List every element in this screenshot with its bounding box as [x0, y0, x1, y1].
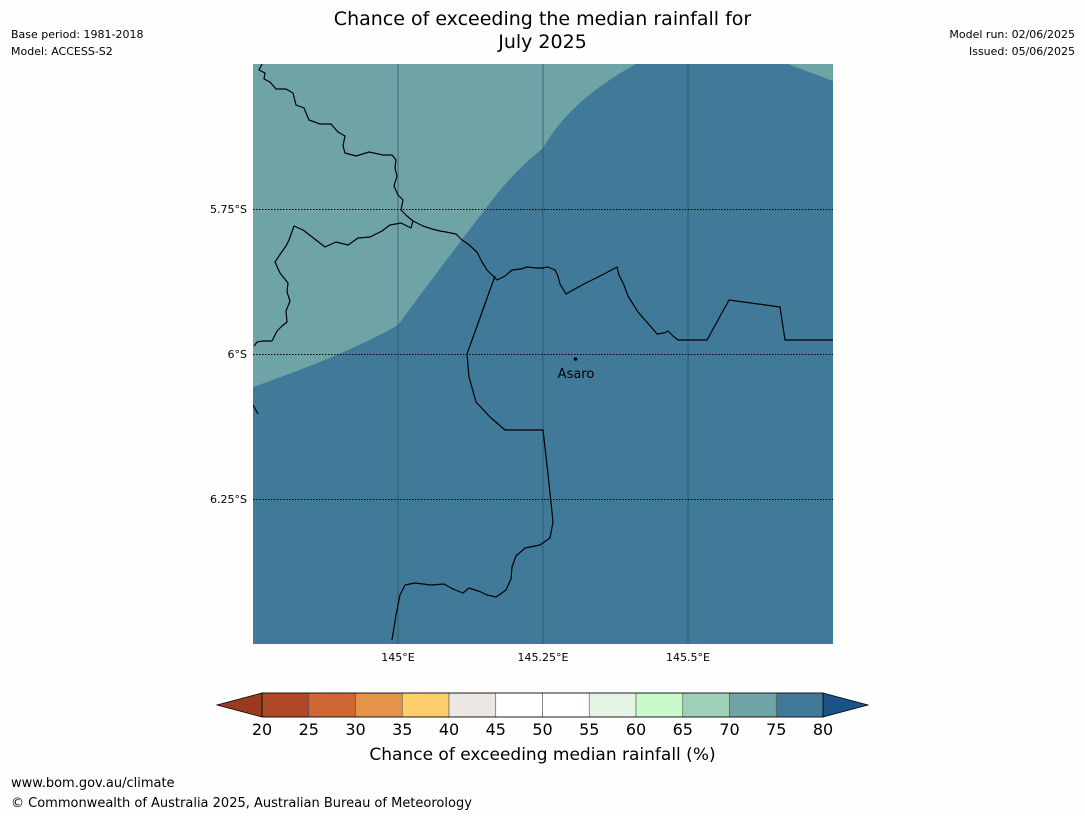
lat-label-5-75: 5.75°S [210, 203, 247, 216]
model-run-text: Model run: 02/06/2025 [949, 28, 1075, 41]
base-period-text: Base period: 1981-2018 [11, 28, 144, 41]
asaro-dot [573, 357, 578, 361]
asaro-label: Asaro [558, 367, 595, 382]
title-line-1: Chance of exceeding the median rainfall … [333, 8, 752, 30]
colorbar-tick-label: 45 [486, 720, 506, 739]
colorbar-tick-label: 80 [813, 720, 833, 739]
colorbar-tick-label: 70 [719, 720, 739, 739]
lon-label-145-5: 145.5°E [666, 651, 710, 664]
colorbar-outline [261, 692, 824, 718]
colorbar-tick-label: 65 [673, 720, 693, 739]
probability-band-70-75 [253, 64, 636, 387]
colorbar-tick-label: 35 [392, 720, 412, 739]
footer: www.bom.gov.au/climate © Commonwealth of… [11, 774, 472, 814]
colorbar-tick-label: 55 [579, 720, 599, 739]
colorbar-tick-label: 30 [345, 720, 365, 739]
colorbar-tick-label: 20 [252, 720, 272, 739]
colorbar-segment [729, 692, 777, 718]
colorbar-tick-label: 40 [439, 720, 459, 739]
probability-band-70-75-corner [788, 64, 833, 81]
lat-label-6-25: 6.25°S [210, 493, 247, 506]
place-marker: Asaro [558, 357, 595, 382]
latitude-labels: 5.75°S 6°S 6.25°S [210, 203, 247, 506]
colorbar-tick-label: 75 [766, 720, 786, 739]
lat-label-6: 6°S [228, 348, 247, 361]
lon-label-145-25: 145.25°E [518, 651, 569, 664]
colorbar-tick-label: 60 [626, 720, 646, 739]
metadata-right: Model run: 02/06/2025 Issued: 05/06/2025 [949, 26, 1075, 60]
colorbar-title: Chance of exceeding median rainfall (%) [369, 745, 716, 765]
map-title: Chance of exceeding the median rainfall … [0, 8, 1085, 54]
footer-url: www.bom.gov.au/climate [11, 776, 175, 791]
colorbar-under-arrow [215, 692, 263, 718]
boundary-north [253, 64, 414, 347]
colorbar-segment [588, 692, 637, 718]
colorbar-segment [401, 692, 450, 718]
lon-label-145: 145°E [381, 651, 414, 664]
colorbar-segment [635, 692, 684, 718]
title-line-2: July 2025 [498, 31, 587, 53]
metadata-left: Base period: 1981-2018 Model: ACCESS-S2 [11, 26, 143, 60]
footer-copyright: © Commonwealth of Australia 2025, Austra… [11, 796, 472, 811]
colorbar-segment [682, 692, 730, 718]
boundary-west-edge [253, 404, 259, 415]
longitude-labels: 145°E 145.25°E 145.5°E [381, 651, 710, 664]
colorbar-segment [308, 692, 356, 718]
graticule [253, 64, 833, 644]
colorbar-segment [355, 692, 403, 718]
map-area [253, 64, 833, 644]
colorbar-tick-label: 50 [532, 720, 552, 739]
colorbar-segment [542, 692, 590, 718]
colorbar-tick-label: 25 [299, 720, 319, 739]
colorbar: 20 25 30 35 40 45 50 55 60 65 70 75 80 [215, 692, 870, 739]
boundary-south [391, 275, 554, 641]
colorbar-segment [448, 692, 497, 718]
colorbar-segment [261, 692, 310, 718]
issued-text: Issued: 05/06/2025 [968, 45, 1075, 58]
colorbar-segment [495, 692, 543, 718]
colorbar-segment [775, 692, 824, 718]
boundary-central [412, 220, 833, 341]
model-text: Model: ACCESS-S2 [11, 45, 113, 58]
colorbar-over-arrow [822, 692, 870, 718]
province-boundaries [253, 64, 833, 641]
